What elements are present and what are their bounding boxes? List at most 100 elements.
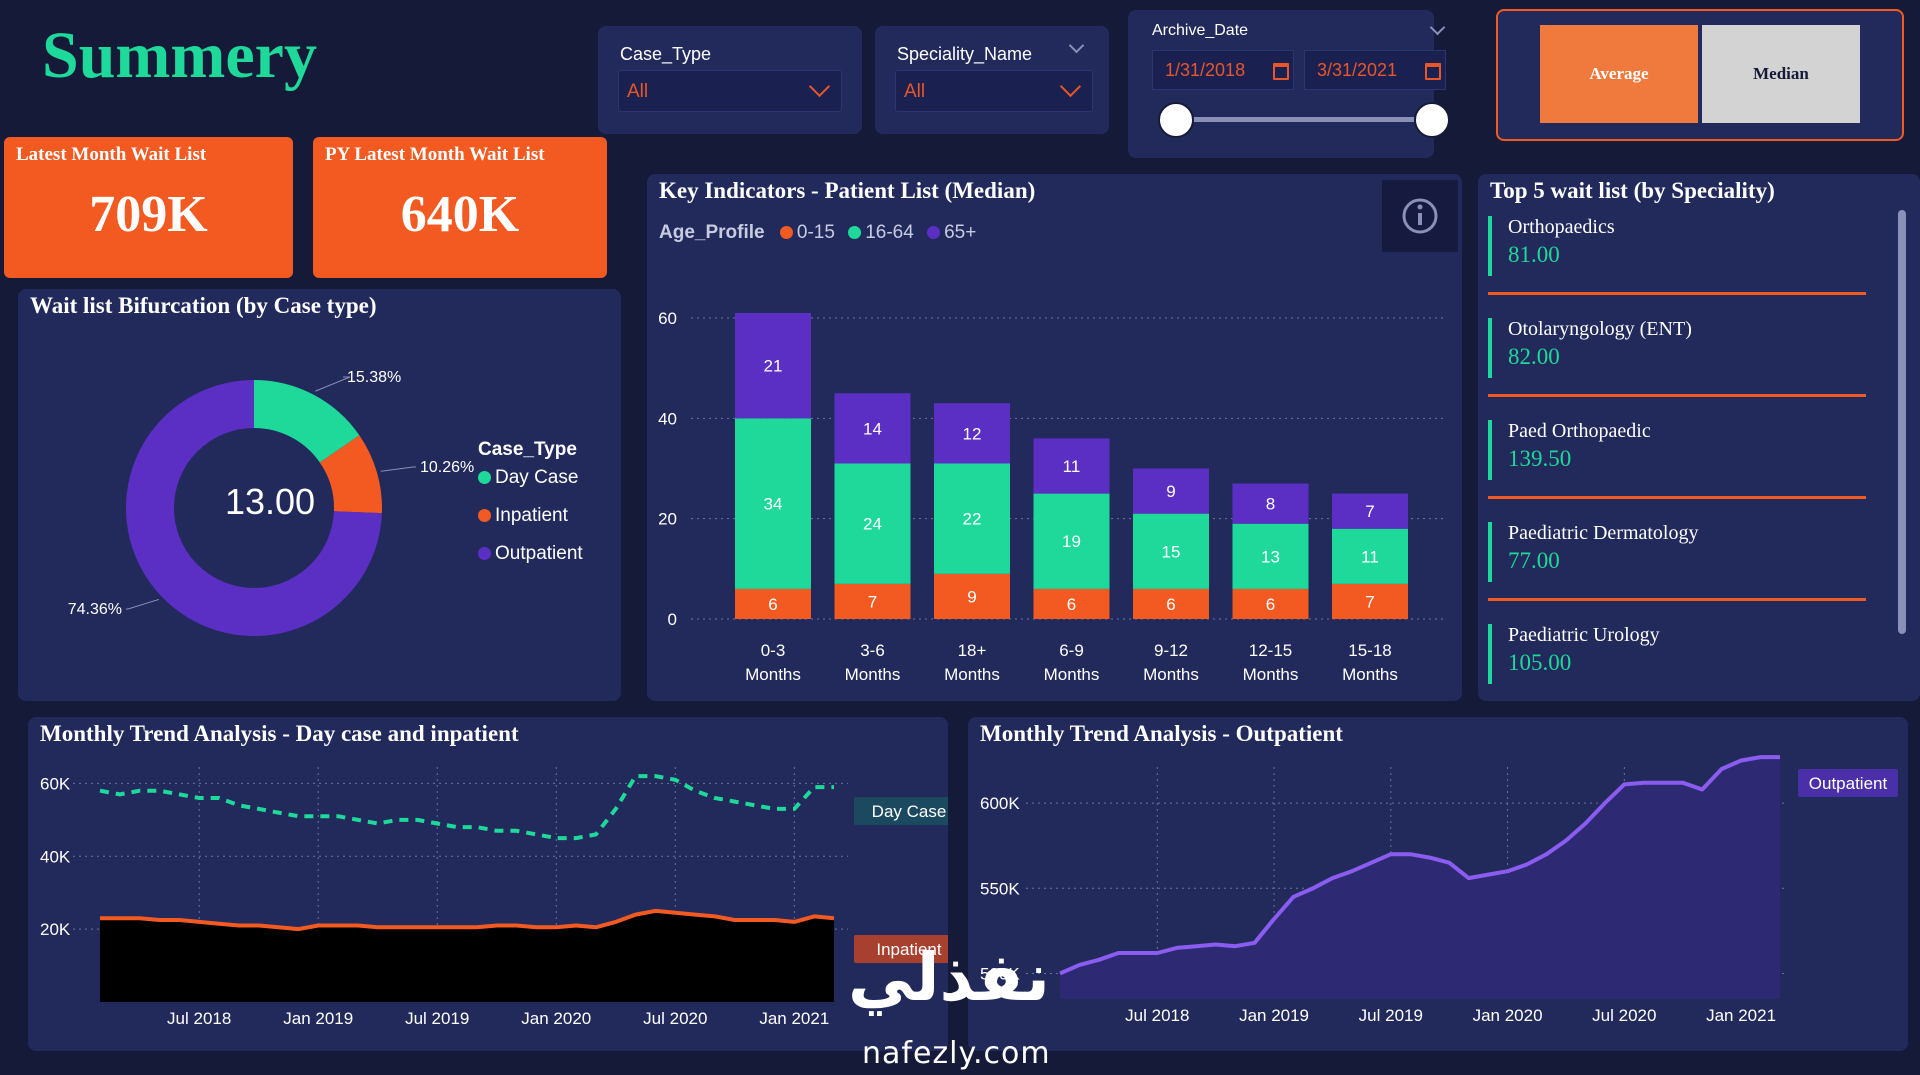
accent-bar [1488,216,1492,276]
y-tick-label: 40K [40,847,71,866]
stacked-bar-chart[interactable]: 0 20 40 60 6 34 21 0-3 Months 7 24 14 3-6 Months 9 22 12… [647,174,1462,701]
speciality-item[interactable]: Paed Orthopaedic 139.50 [1478,412,1888,502]
archive-date-slicer: Archive_Date 1/31/2018 3/31/2021 [1128,10,1450,158]
y-tick-label: 0 [668,610,677,629]
legend-item-inpatient[interactable]: Inpatient [478,505,583,543]
bar-segment-0-15 [1033,588,1110,619]
legend-item-outpatient[interactable]: Outpatient [478,543,583,581]
bar-segment-16-64 [1332,528,1408,584]
legend-dot [478,509,491,522]
legend-item-16-64[interactable]: 16-64 [848,222,914,243]
calendar-icon[interactable] [1273,63,1289,80]
data-label: 34 [764,495,783,514]
y-tick-label: 40 [658,409,677,428]
date-range-track[interactable] [1174,117,1430,122]
bar-segment-0-15 [1133,588,1209,619]
data-label: 9 [967,587,976,606]
date-range-end-handle[interactable] [1414,102,1450,138]
end-date-input[interactable]: 3/31/2021 [1304,50,1446,90]
page-title: Summery [42,19,317,92]
series-line-outpatient [1059,755,1780,976]
donut-slice-day-case [253,380,360,464]
day-inpatient-line-chart[interactable]: 20K 40K 60K Jul 2018 Jan 2019 Jul 2019 Jan 202… [28,717,948,1051]
start-date-input[interactable]: 1/31/2018 [1152,50,1294,90]
speciality-scrollbar[interactable] [1898,210,1906,634]
x-tick-label: 18+ [958,641,987,660]
accent-bar [1488,522,1492,582]
bar-segment-65-plus [1033,438,1110,494]
x-tick-label: Jul 2020 [643,1009,707,1028]
x-tick-label: Jan 2021 [1706,1006,1776,1025]
x-tick-label: Jul 2020 [1592,1006,1656,1025]
bar-segment-0-15 [1232,588,1309,619]
x-tick-label: Jan 2019 [283,1009,353,1028]
data-label: 6 [1266,595,1275,614]
x-tick-label: Jan 2020 [1473,1006,1543,1025]
data-label: 14 [863,419,882,438]
x-tick-label: Months [1044,665,1100,684]
legend-label: Outpatient [495,543,583,564]
case-type-dropdown[interactable]: All [618,70,842,112]
average-button[interactable]: Average [1540,25,1698,123]
series-line-inpatient [100,908,835,932]
data-label: 11 [1361,547,1379,566]
bar-segment-65-plus [1332,493,1408,529]
data-label: 12 [963,424,982,443]
series-line-day-case [99,774,834,841]
speciality-dropdown[interactable]: All [895,70,1093,112]
speciality-name: Paed Orthopaedic [1508,420,1651,442]
outpatient-area-chart[interactable]: 500K 550K 600K Jul 2018 Jan 2019 Jul 2019 Jan … [968,717,1908,1051]
series-tag-label: Inpatient [876,940,941,959]
leader-line [126,598,159,610]
speciality-label: Speciality_Name [897,44,1033,64]
case-type-label: Case_Type [620,44,712,64]
x-tick-label: Jan 2020 [521,1009,591,1028]
y-tick-label: 20 [658,510,677,529]
chevron-down-icon[interactable] [1429,19,1446,36]
legend-item-65-plus[interactable]: 65+ [927,222,976,243]
x-tick-label: Months [745,665,801,684]
legend-dot [927,226,941,239]
data-label: 9 [1166,482,1175,501]
bar-segment-0-15 [735,588,811,619]
date-range-start-handle[interactable] [1158,102,1194,138]
trend-out-title: Monthly Trend Analysis - Outpatient [980,721,1343,746]
speciality-name: Otolaryngology (ENT) [1508,318,1692,340]
chevron-down-icon[interactable] [1068,37,1085,54]
leader-line [380,466,416,472]
series-tag [1798,769,1898,797]
donut-center-value: 13.00 [224,481,316,522]
x-tick-label: Jul 2018 [167,1009,231,1028]
bar-segment-16-64 [735,418,811,589]
legend-item-0-15[interactable]: 0-15 [779,222,835,243]
legend-dot [478,471,491,484]
info-button[interactable] [1382,180,1458,252]
data-label: 6 [1166,595,1175,614]
speciality-item[interactable]: Orthopaedics 81.00 [1478,208,1888,298]
bar-segment-16-64 [1133,513,1209,589]
x-tick-label: Months [1243,665,1299,684]
x-tick-label: 12-15 [1249,641,1292,660]
legend-dot [848,226,862,239]
speciality-item[interactable]: Otolaryngology (ENT) 82.00 [1478,310,1888,400]
speciality-name: Paediatric Dermatology [1508,522,1699,544]
speciality-value: 139.50 [1508,446,1572,471]
donut-chart[interactable]: 15.38% 10.26% 74.36% [18,289,621,701]
legend-dot [779,226,793,239]
speciality-value: All [904,81,926,102]
x-tick-label: 9-12 [1154,641,1188,660]
calendar-icon[interactable] [1425,63,1441,80]
bar-segment-65-plus [735,312,811,419]
info-icon [1402,198,1438,234]
bar-segment-16-64 [1033,493,1110,589]
median-button[interactable]: Median [1702,25,1860,123]
bar-segment-16-64 [1232,523,1309,589]
speciality-item[interactable]: Paediatric Dermatology 77.00 [1478,514,1888,604]
data-label: 19 [1062,532,1081,551]
measure-toggle: Average Median [1496,9,1904,141]
speciality-item[interactable]: Paediatric Urology 105.00 [1478,616,1888,701]
divider [1488,394,1866,397]
speciality-name: Paediatric Urology [1508,624,1660,646]
legend-item-day-case[interactable]: Day Case [478,467,583,505]
y-tick-label: 500K [980,964,1020,983]
